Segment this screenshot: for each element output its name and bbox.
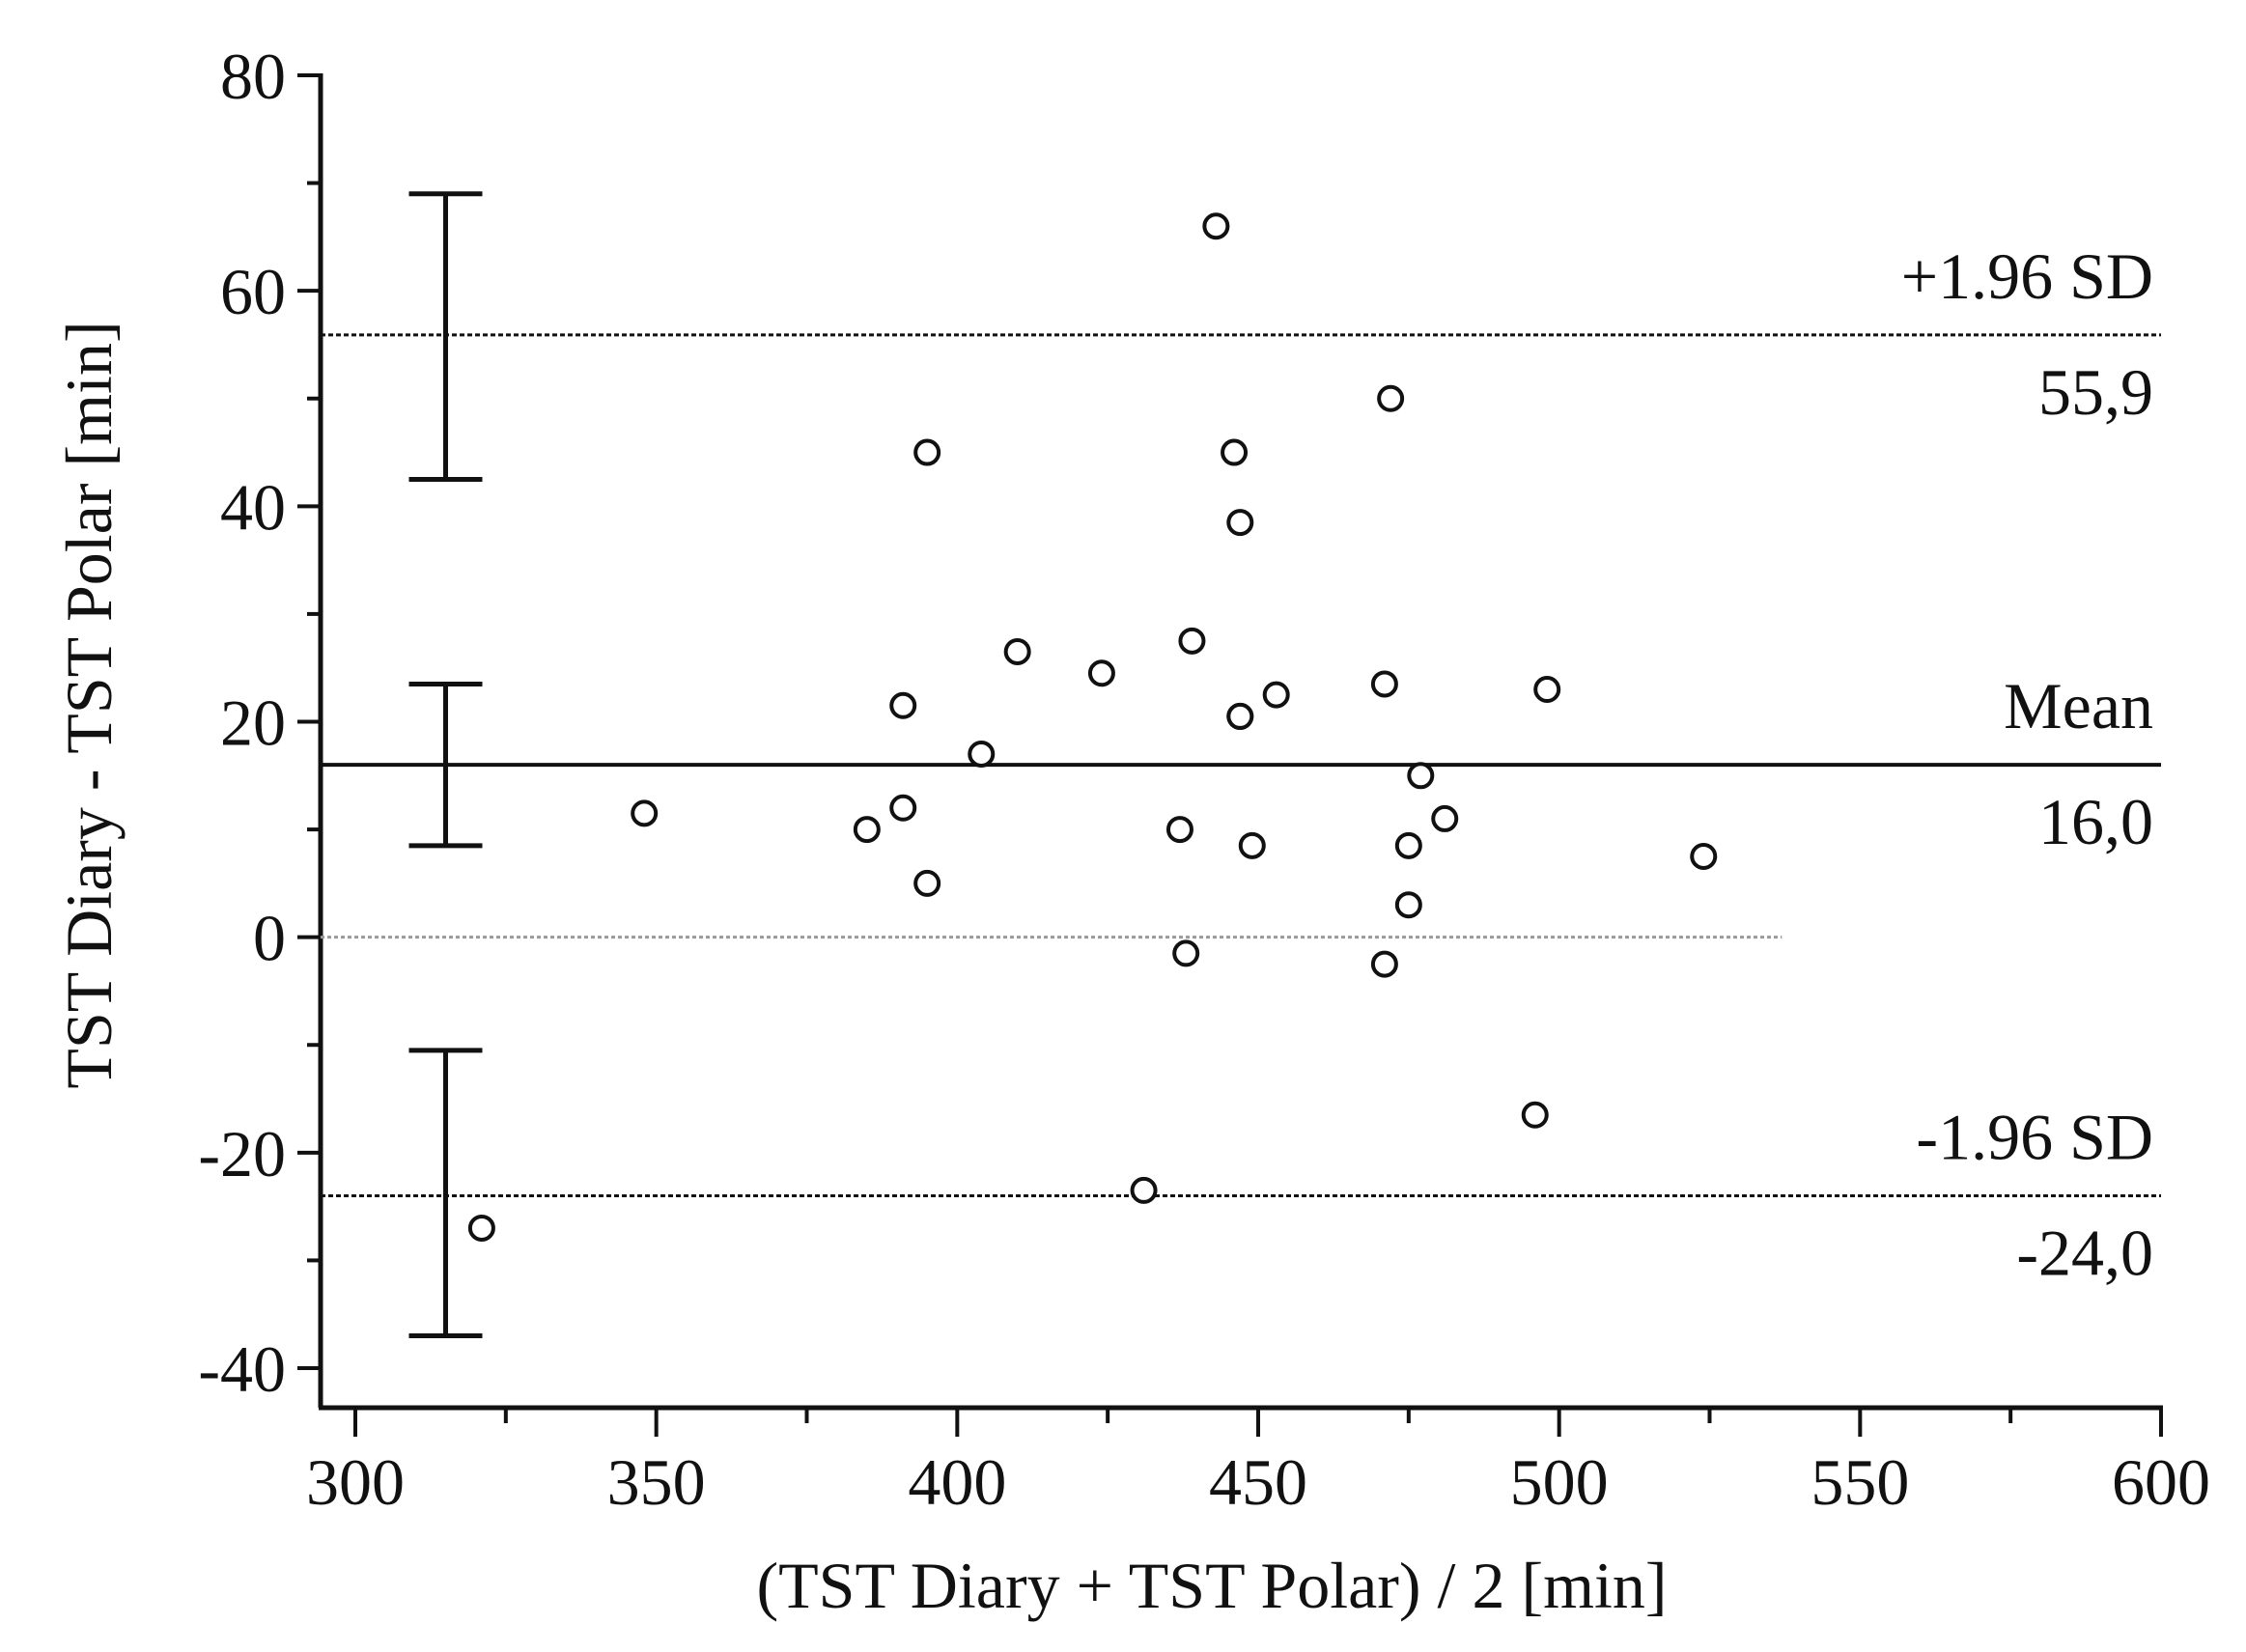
y-tick-label: 60 xyxy=(220,255,286,328)
data-point xyxy=(853,816,881,844)
data-points xyxy=(467,212,1718,1242)
ci-error-bar xyxy=(408,1048,483,1339)
data-point xyxy=(913,869,941,897)
x-tick-label: 450 xyxy=(1209,1445,1307,1519)
data-point xyxy=(1431,804,1459,832)
x-tick-label: 500 xyxy=(1510,1445,1609,1519)
data-point xyxy=(1165,816,1193,844)
data-point xyxy=(1238,831,1266,859)
reference-lines xyxy=(321,333,2161,1197)
x-tick-label: 300 xyxy=(306,1445,405,1519)
data-point xyxy=(1394,831,1422,859)
data-point xyxy=(1172,939,1200,967)
y-tick-label: 80 xyxy=(220,40,286,113)
ci-error-bar xyxy=(408,191,483,482)
data-point xyxy=(913,438,941,466)
y-tick-label: 0 xyxy=(253,902,286,975)
x-tick-label: 600 xyxy=(2112,1445,2210,1519)
y-tick-label: 40 xyxy=(220,470,286,544)
data-point xyxy=(1262,681,1290,709)
data-point xyxy=(1226,509,1254,537)
x-tick-label: 400 xyxy=(908,1445,1006,1519)
data-point xyxy=(1202,212,1230,240)
data-point xyxy=(1690,842,1718,870)
confidence-interval-bars xyxy=(408,191,483,1339)
data-point xyxy=(889,691,917,719)
mean-label: Mean xyxy=(2004,669,2153,742)
data-point xyxy=(1226,702,1254,730)
data-point xyxy=(1178,627,1206,655)
y-axis-title: TST Diary - TST Polar [min] xyxy=(52,321,126,1088)
data-point xyxy=(1533,676,1561,704)
data-point xyxy=(889,794,917,822)
y-tick-label: 20 xyxy=(220,686,286,760)
data-point xyxy=(1087,659,1115,687)
x-tick-label: 350 xyxy=(607,1445,706,1519)
lower-loa-value-label: -24,0 xyxy=(2016,1216,2153,1289)
y-tick-label: -20 xyxy=(198,1117,286,1190)
data-point xyxy=(1221,438,1249,466)
data-point xyxy=(467,1214,495,1242)
ci-error-bar xyxy=(408,681,483,849)
data-point xyxy=(1394,891,1422,919)
data-point xyxy=(1521,1101,1549,1129)
data-point xyxy=(1407,762,1435,790)
data-point xyxy=(631,799,659,827)
x-tick-label: 550 xyxy=(1811,1445,1909,1519)
axes: -40 -20 0 20 40 60 80 300 350 400 450 500 550 600 xyxy=(198,40,2210,1519)
x-axis-title: (TST Diary + TST Polar) / 2 [min] xyxy=(756,1549,1667,1622)
lower-loa-label: -1.96 SD xyxy=(1916,1100,2153,1173)
data-point xyxy=(1370,950,1398,978)
data-point xyxy=(1370,670,1398,698)
data-point xyxy=(1130,1176,1158,1204)
annotations: +1.96 SD 55,9 Mean 16,0 -1.96 SD -24,0 xyxy=(1901,239,2153,1290)
data-point xyxy=(1003,637,1031,665)
data-point xyxy=(968,740,996,768)
y-tick-label: -40 xyxy=(198,1332,286,1406)
data-point xyxy=(1377,384,1405,412)
upper-loa-value-label: 55,9 xyxy=(2038,355,2153,429)
upper-loa-label: +1.96 SD xyxy=(1901,239,2153,313)
mean-value-label: 16,0 xyxy=(2038,785,2153,858)
